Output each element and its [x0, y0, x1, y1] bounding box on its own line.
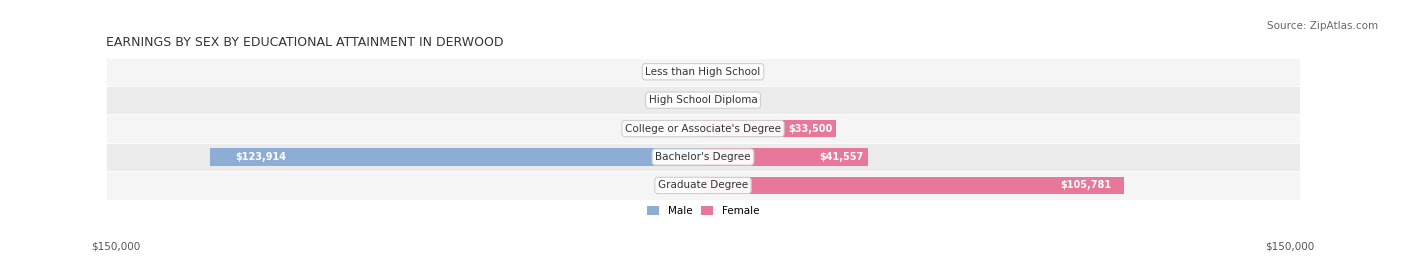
Text: $0: $0: [683, 95, 695, 105]
Bar: [107, 86, 1299, 114]
Bar: [107, 58, 1299, 86]
Text: Less than High School: Less than High School: [645, 67, 761, 77]
Legend: Male, Female: Male, Female: [643, 202, 763, 220]
Text: $0: $0: [683, 124, 695, 133]
Text: $0: $0: [683, 67, 695, 77]
Text: Source: ZipAtlas.com: Source: ZipAtlas.com: [1267, 21, 1378, 31]
Text: $0: $0: [711, 67, 723, 77]
Bar: [703, 120, 837, 137]
Bar: [703, 148, 869, 166]
Text: $105,781: $105,781: [1060, 180, 1111, 191]
Bar: [107, 143, 1299, 171]
Text: $33,500: $33,500: [787, 124, 832, 133]
Text: $41,557: $41,557: [820, 152, 863, 162]
Text: Graduate Degree: Graduate Degree: [658, 180, 748, 191]
Text: $0: $0: [683, 180, 695, 191]
Text: $123,914: $123,914: [235, 152, 285, 162]
Text: Bachelor's Degree: Bachelor's Degree: [655, 152, 751, 162]
Text: College or Associate's Degree: College or Associate's Degree: [626, 124, 780, 133]
Text: High School Diploma: High School Diploma: [648, 95, 758, 105]
Bar: [107, 114, 1299, 143]
Text: EARNINGS BY SEX BY EDUCATIONAL ATTAINMENT IN DERWOOD: EARNINGS BY SEX BY EDUCATIONAL ATTAINMEN…: [107, 36, 503, 49]
Bar: [703, 177, 1123, 194]
Bar: [209, 148, 703, 166]
Text: $150,000: $150,000: [1265, 242, 1315, 252]
Text: $150,000: $150,000: [91, 242, 141, 252]
Text: $0: $0: [711, 95, 723, 105]
Bar: [107, 171, 1299, 200]
